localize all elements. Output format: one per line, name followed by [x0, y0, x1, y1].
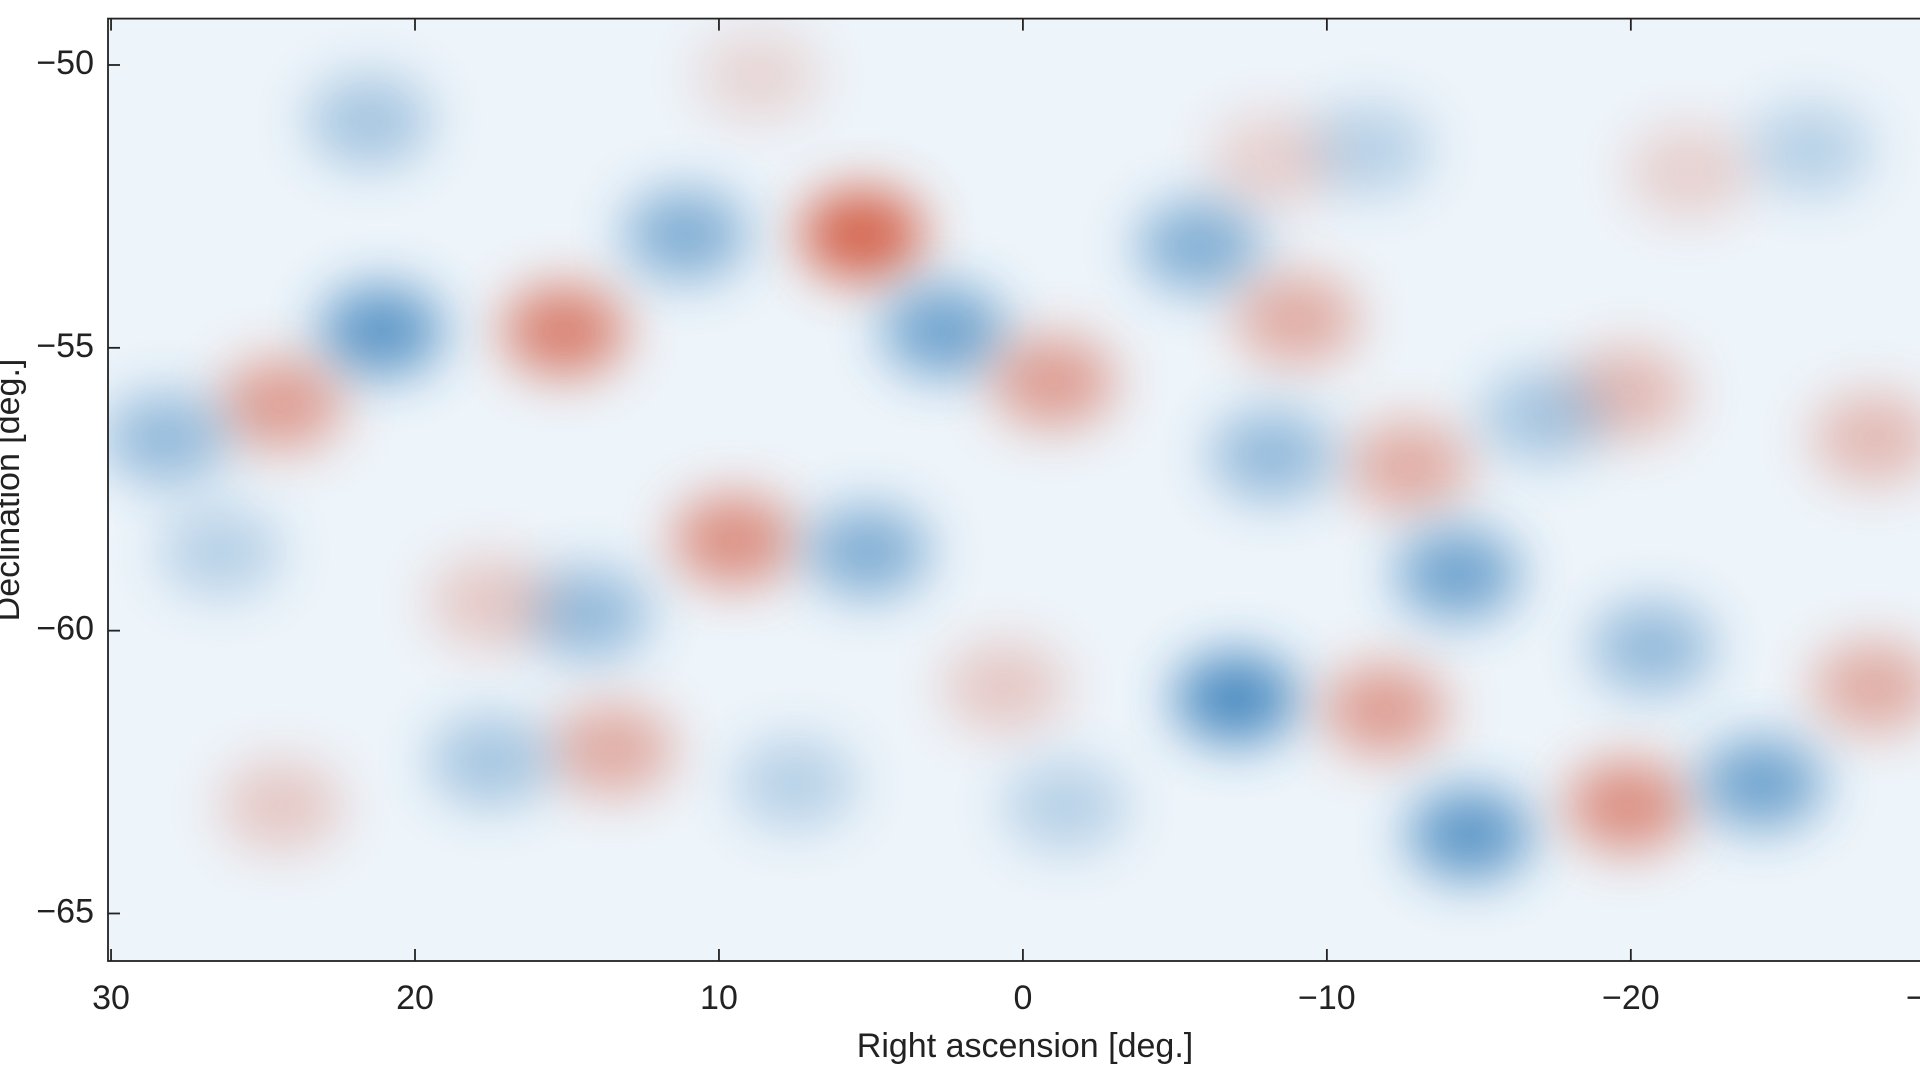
heat-spot — [1748, 103, 1873, 196]
heatmap-field — [108, 18, 1920, 962]
heat-spot — [1565, 760, 1690, 853]
heat-spot — [550, 703, 675, 796]
x-tick-label: 0 — [1013, 979, 1032, 1017]
heat-spot — [1307, 103, 1432, 196]
heat-spot — [307, 75, 432, 168]
heat-spot — [1480, 369, 1605, 462]
heat-spot — [1322, 663, 1447, 756]
heat-spot — [672, 494, 797, 587]
heat-spot — [1210, 409, 1335, 502]
heat-spot — [1395, 528, 1520, 621]
x-tick-label: −10 — [1298, 979, 1356, 1017]
heat-spot — [1173, 652, 1298, 745]
x-tick-label: 30 — [92, 979, 130, 1017]
heat-spot — [219, 760, 344, 853]
heat-spot — [799, 188, 924, 281]
heat-spot — [428, 556, 553, 649]
heat-spot — [1346, 420, 1471, 513]
y-tick-label: −60 — [36, 610, 94, 648]
heat-spot — [805, 505, 930, 598]
heat-spot — [1003, 760, 1128, 853]
y-tick-label: −65 — [36, 892, 94, 930]
x-axis-label: Right ascension [deg.] — [857, 1027, 1193, 1065]
heat-spot — [501, 284, 626, 377]
heat-spot — [881, 284, 1006, 377]
x-tick-label: −30 — [1906, 979, 1920, 1017]
heat-spot — [1699, 737, 1824, 830]
heat-spot — [1590, 601, 1715, 694]
heat-spot — [1407, 788, 1532, 881]
heat-spot — [1137, 199, 1262, 292]
heat-spot — [108, 392, 228, 485]
heat-spot — [1210, 115, 1335, 208]
heat-spot — [942, 641, 1067, 734]
y-tick-label: −50 — [36, 44, 94, 82]
heat-spot — [696, 30, 821, 123]
heat-spot — [1234, 273, 1359, 366]
heat-spot — [319, 284, 444, 377]
heat-spot — [1626, 126, 1751, 219]
heat-spot — [526, 567, 651, 660]
heat-spot — [428, 714, 553, 807]
heat-spot — [732, 737, 857, 830]
x-tick-label: −20 — [1602, 979, 1660, 1017]
heat-spot — [991, 335, 1116, 428]
x-tick-label: 10 — [700, 979, 738, 1017]
heat-spot — [623, 188, 748, 281]
heat-spot — [219, 358, 344, 451]
y-axis-label: Declination [deg.] — [0, 359, 27, 622]
heat-spot — [1812, 641, 1920, 734]
plot-frame — [107, 17, 1920, 962]
heat-spot — [158, 505, 283, 598]
y-tick-label: −55 — [36, 327, 94, 365]
x-tick-label: 20 — [396, 979, 434, 1017]
heat-spot — [1812, 392, 1920, 485]
